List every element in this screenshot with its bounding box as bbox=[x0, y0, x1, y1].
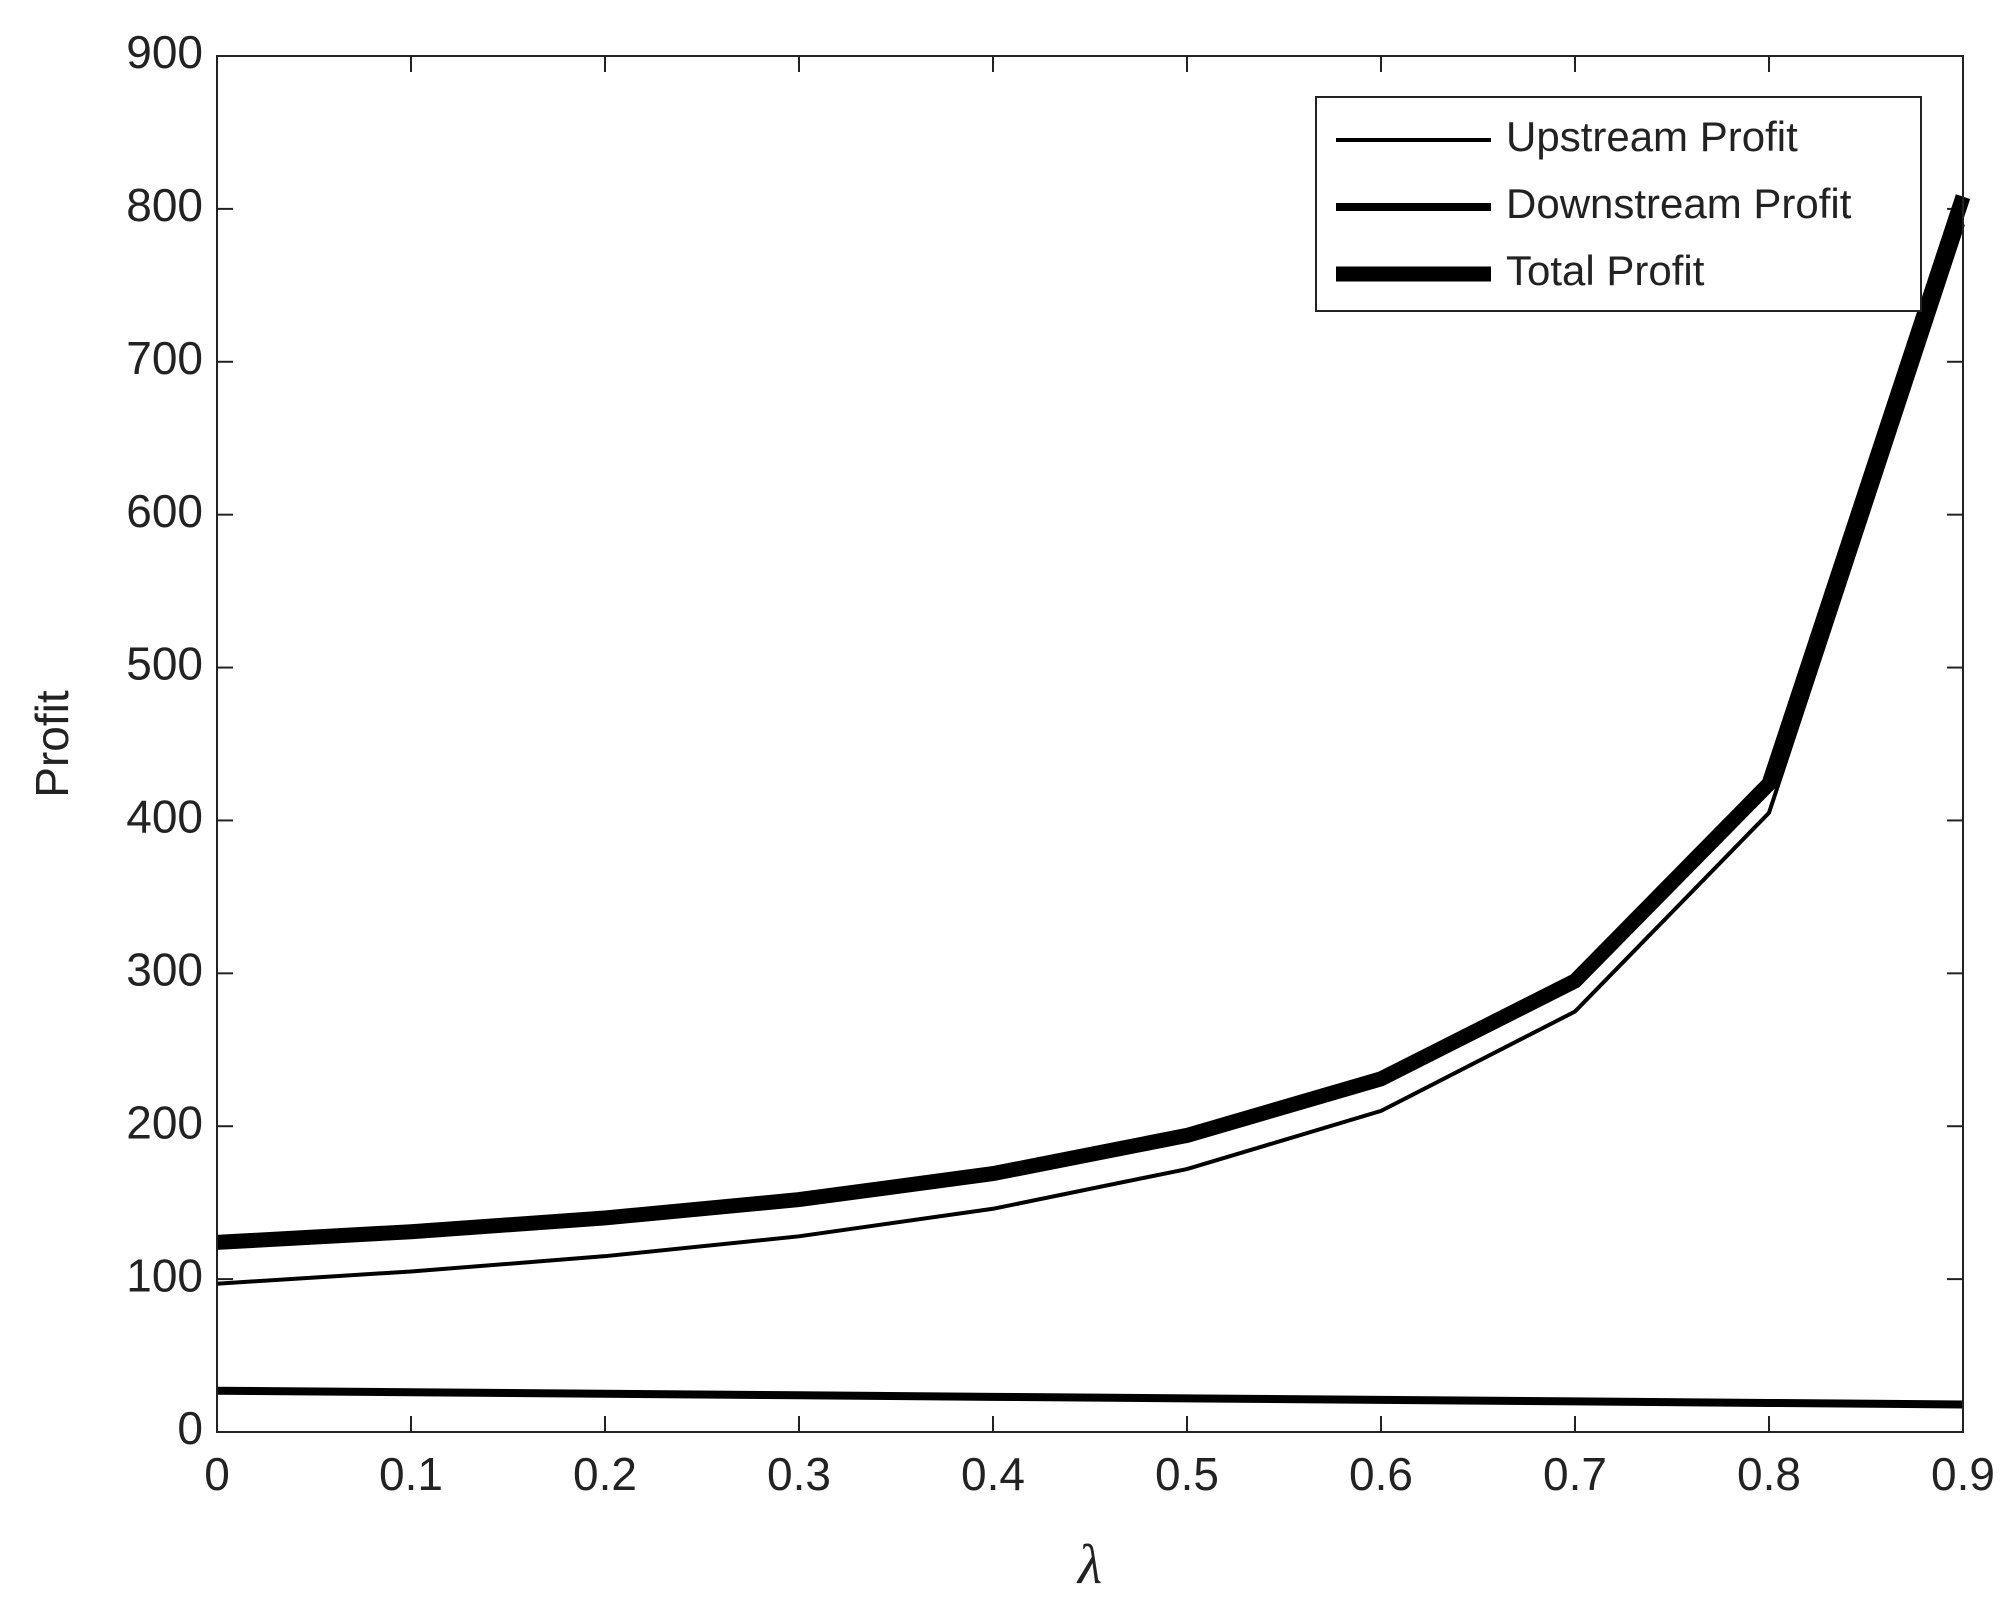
x-tick-label: 0.6 bbox=[1349, 1448, 1413, 1500]
y-tick-label: 700 bbox=[126, 332, 203, 384]
y-tick-label: 900 bbox=[126, 26, 203, 78]
y-tick-label: 400 bbox=[126, 791, 203, 843]
x-tick-label: 0.7 bbox=[1543, 1448, 1607, 1500]
legend-label: Upstream Profit bbox=[1506, 113, 1798, 160]
y-tick-label: 0 bbox=[177, 1402, 203, 1454]
x-tick-label: 0.5 bbox=[1155, 1448, 1219, 1500]
y-tick-label: 100 bbox=[126, 1249, 203, 1301]
x-tick-label: 0.9 bbox=[1931, 1448, 1995, 1500]
legend-label: Downstream Profit bbox=[1506, 180, 1852, 227]
legend-label: Total Profit bbox=[1506, 247, 1705, 294]
x-tick-label: 0.8 bbox=[1737, 1448, 1801, 1500]
y-axis-label: Profit bbox=[26, 690, 78, 798]
x-tick-label: 0.3 bbox=[767, 1448, 831, 1500]
y-tick-label: 500 bbox=[126, 638, 203, 690]
y-tick-label: 800 bbox=[126, 179, 203, 231]
x-tick-label: 0.4 bbox=[961, 1448, 1025, 1500]
data-line bbox=[216, 194, 1971, 1250]
data-line bbox=[216, 1386, 1964, 1409]
x-axis-label: λ bbox=[1076, 1534, 1102, 1596]
y-tick-label: 600 bbox=[126, 485, 203, 537]
y-tick-label: 300 bbox=[126, 943, 203, 995]
x-tick-label: 0.1 bbox=[379, 1448, 443, 1500]
plot-frame bbox=[216, 55, 1964, 1433]
data-line bbox=[216, 223, 1965, 1286]
x-tick-label: 0 bbox=[204, 1448, 230, 1500]
x-tick-label: 0.2 bbox=[573, 1448, 637, 1500]
y-tick-label: 200 bbox=[126, 1096, 203, 1148]
